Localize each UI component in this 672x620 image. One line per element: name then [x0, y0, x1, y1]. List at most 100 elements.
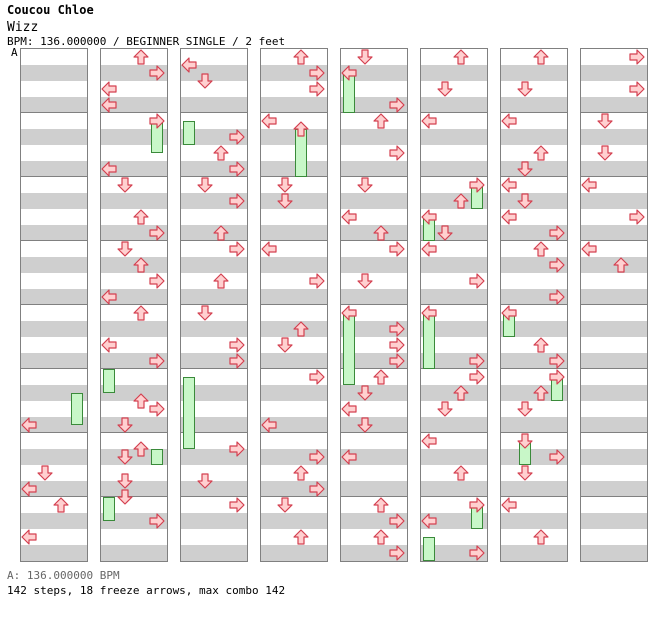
arrow-left-icon — [421, 241, 437, 257]
beat-stripe — [261, 545, 327, 561]
arrow-down-icon — [117, 241, 133, 257]
arrow-up-icon — [533, 145, 549, 161]
arrow-down-icon — [117, 449, 133, 465]
measure-line — [181, 496, 247, 497]
arrow-right-icon — [549, 289, 565, 305]
beat-stripe — [21, 385, 87, 401]
beat-stripe — [421, 449, 487, 465]
beat-stripe — [21, 289, 87, 305]
arrow-down-icon — [197, 305, 213, 321]
measure-line — [341, 176, 407, 177]
arrow-left-icon — [101, 81, 117, 97]
arrow-left-icon — [501, 113, 517, 129]
arrow-left-icon — [261, 113, 277, 129]
beat-stripe — [501, 225, 567, 241]
arrow-down-icon — [597, 113, 613, 129]
measure-line — [101, 304, 167, 305]
beat-stripe — [581, 161, 647, 177]
beat-stripe — [21, 161, 87, 177]
beat-stripe — [501, 481, 567, 497]
measure-line — [341, 304, 407, 305]
arrow-right-icon — [149, 65, 165, 81]
arrow-right-icon — [629, 209, 645, 225]
beat-stripe — [261, 129, 327, 145]
beat-stripe — [341, 513, 407, 529]
arrow-up-icon — [453, 49, 469, 65]
beat-stripe — [101, 97, 167, 113]
arrow-right-icon — [469, 177, 485, 193]
measure-line — [501, 176, 567, 177]
beat-stripe — [581, 449, 647, 465]
measure-line — [421, 176, 487, 177]
beat-stripe — [181, 97, 247, 113]
beat-stripe — [261, 161, 327, 177]
beat-stripe — [341, 257, 407, 273]
beat-stripe — [181, 545, 247, 561]
arrow-right-icon — [389, 97, 405, 113]
arrow-right-icon — [149, 401, 165, 417]
beat-stripe — [261, 353, 327, 369]
beat-stripe — [101, 321, 167, 337]
freeze-arrow-left — [183, 121, 195, 145]
beat-stripe — [341, 289, 407, 305]
arrow-left-icon — [21, 417, 37, 433]
beat-stripe — [341, 129, 407, 145]
beat-stripe — [501, 97, 567, 113]
beat-stripe — [21, 417, 87, 433]
beat-stripe — [421, 481, 487, 497]
song-subtitle: Wizz — [7, 20, 39, 35]
arrow-right-icon — [149, 113, 165, 129]
beat-stripe — [501, 353, 567, 369]
arrow-down-icon — [357, 417, 373, 433]
arrow-down-icon — [277, 177, 293, 193]
arrow-right-icon — [149, 353, 165, 369]
arrow-left-icon — [21, 481, 37, 497]
measure-line — [261, 112, 327, 113]
beat-stripe — [421, 225, 487, 241]
arrow-down-icon — [197, 73, 213, 89]
arrow-left-icon — [21, 529, 37, 545]
arrow-right-icon — [469, 369, 485, 385]
arrow-right-icon — [229, 241, 245, 257]
arrow-left-icon — [501, 305, 517, 321]
beat-stripe — [341, 161, 407, 177]
beat-stripe — [21, 97, 87, 113]
measure-line — [101, 432, 167, 433]
beat-stripe — [101, 65, 167, 81]
arrow-left-icon — [261, 417, 277, 433]
arrow-left-icon — [501, 209, 517, 225]
arrow-right-icon — [229, 441, 245, 457]
measure-line — [181, 368, 247, 369]
beat-stripe — [101, 385, 167, 401]
chart-meta: BPM: 136.000000 / BEGINNER SINGLE / 2 fe… — [7, 35, 286, 48]
measure-line — [181, 112, 247, 113]
beat-stripe — [181, 353, 247, 369]
beat-stripe — [421, 353, 487, 369]
beat-stripe — [341, 481, 407, 497]
measure-line — [101, 496, 167, 497]
measure-line — [21, 112, 87, 113]
arrow-right-icon — [389, 321, 405, 337]
measure-line — [261, 496, 327, 497]
arrow-left-icon — [101, 97, 117, 113]
measure-line — [581, 496, 647, 497]
beat-stripe — [261, 417, 327, 433]
measure-line — [261, 240, 327, 241]
arrow-down-icon — [117, 473, 133, 489]
beat-stripe — [181, 65, 247, 81]
arrow-left-icon — [101, 289, 117, 305]
beat-stripe — [181, 513, 247, 529]
beat-stripe — [181, 385, 247, 401]
chart-column-4 — [260, 48, 328, 562]
beat-stripe — [581, 129, 647, 145]
beat-stripe — [421, 289, 487, 305]
arrow-right-icon — [229, 129, 245, 145]
beat-stripe — [581, 417, 647, 433]
arrow-up-icon — [213, 225, 229, 241]
beat-stripe — [501, 161, 567, 177]
measure-line — [341, 432, 407, 433]
beat-stripe — [421, 97, 487, 113]
arrow-down-icon — [517, 433, 533, 449]
arrow-down-icon — [37, 465, 53, 481]
arrow-up-icon — [373, 529, 389, 545]
